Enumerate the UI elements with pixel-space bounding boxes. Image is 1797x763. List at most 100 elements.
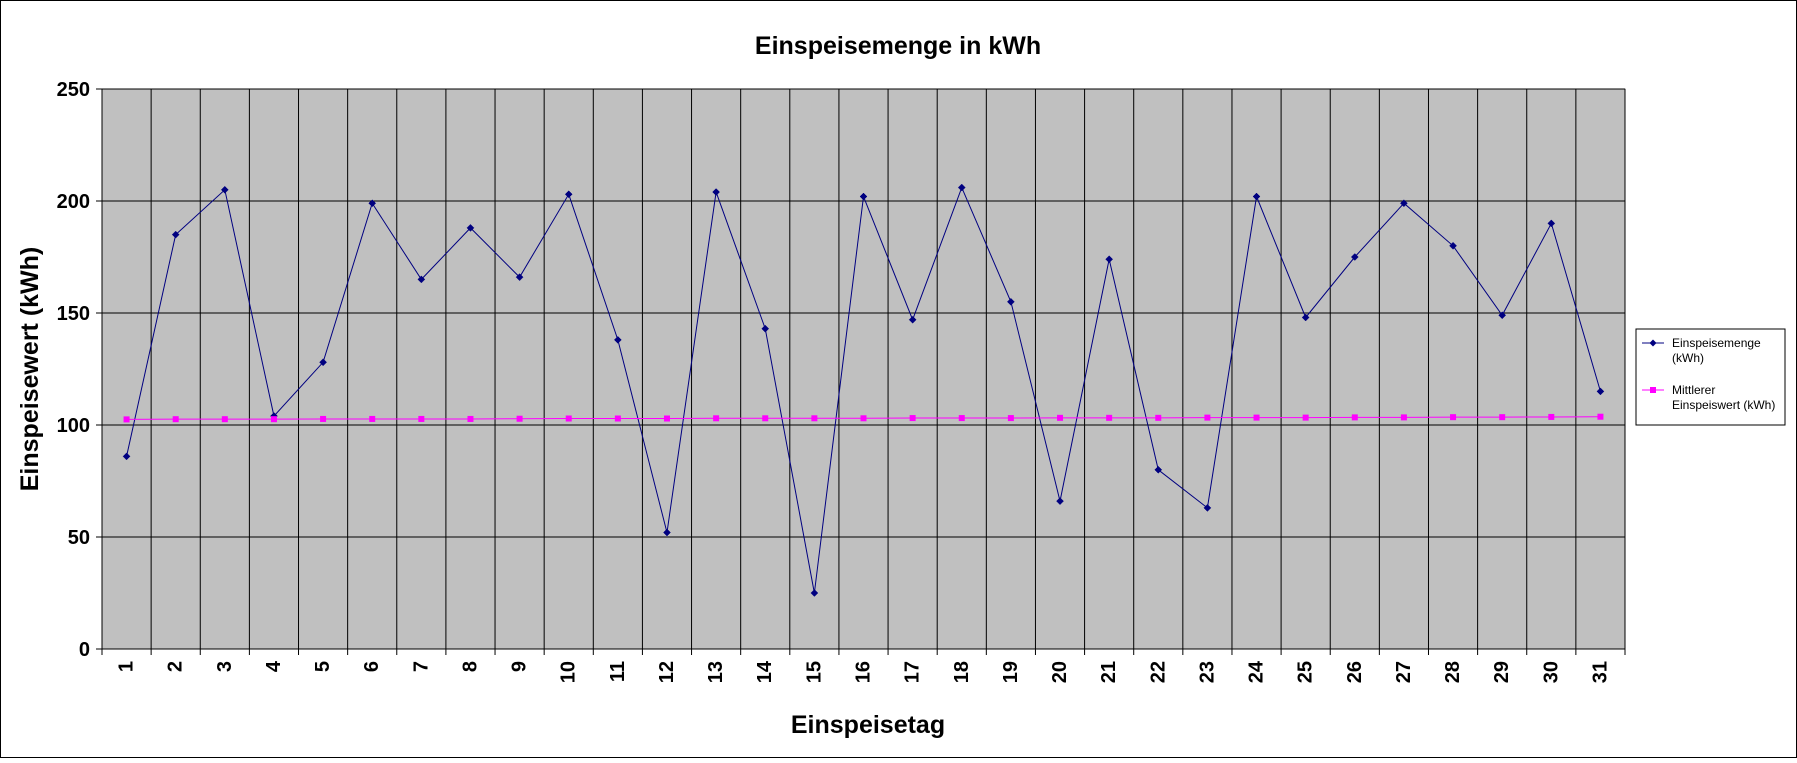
data-point [1498, 311, 1507, 320]
chart-title: Einspeisemenge in kWh [755, 32, 1041, 60]
data-point [1548, 413, 1555, 420]
legend-label: Einspeisemenge [1672, 336, 1761, 350]
x-tick-label: 11 [607, 661, 629, 682]
x-tick-label: 20 [1049, 661, 1071, 683]
data-point [1007, 297, 1015, 306]
data-point [663, 528, 671, 537]
x-tick-label: 4 [263, 660, 285, 672]
data-point [564, 190, 573, 199]
data-point [220, 185, 229, 194]
data-point [1105, 255, 1113, 264]
x-tick-label: 23 [1196, 661, 1218, 683]
x-tick-label: 16 [853, 661, 875, 683]
x-tick-label: 1 [116, 661, 138, 672]
x-tick-label: 6 [361, 661, 383, 672]
x-tick-label: 7 [410, 661, 432, 672]
legend: Einspeisemenge(kWh) MittlererEinspeiswert… [1635, 328, 1786, 426]
data-point [417, 275, 426, 284]
data-point [908, 315, 917, 324]
series-2 [123, 413, 1604, 423]
data-point [712, 188, 720, 196]
data-point [1597, 413, 1604, 420]
data-point [810, 589, 819, 597]
x-tick-label: 18 [951, 661, 973, 683]
x-tick-label: 19 [1000, 661, 1022, 683]
data-point [1253, 414, 1260, 421]
y-tick-label: 50 [68, 527, 90, 549]
series-1 [122, 183, 1605, 597]
x-tick-label: 15 [803, 661, 825, 683]
data-point [1350, 253, 1359, 261]
data-point [171, 230, 180, 239]
data-point [761, 324, 770, 333]
data-point [1007, 415, 1014, 422]
data-point [1596, 387, 1605, 396]
data-point [957, 183, 966, 192]
legend-label: Mittlerer [1672, 383, 1715, 397]
y-tick-label: 150 [57, 303, 90, 325]
plot-area [101, 88, 1626, 650]
data-point [614, 336, 622, 344]
x-tick-label: 21 [1098, 661, 1120, 683]
x-tick-label: 22 [1147, 661, 1169, 683]
data-point [663, 415, 670, 422]
data-point [172, 416, 179, 423]
data-point [614, 415, 621, 422]
data-point [1057, 414, 1064, 421]
data-point [1301, 313, 1310, 322]
y-tick-label: 250 [57, 79, 90, 101]
x-tick-label: 2 [165, 661, 187, 672]
legend-label: (kWh) [1672, 351, 1704, 365]
legend-box [1635, 328, 1786, 426]
y-tick-label: 200 [57, 191, 90, 213]
x-axis-title: Einspeisetag [791, 711, 945, 739]
data-point [320, 415, 327, 422]
x-tick-label: 14 [754, 660, 776, 683]
x-tick-label: 10 [558, 661, 580, 683]
data-point [859, 192, 868, 201]
x-tick-label: 28 [1442, 661, 1464, 683]
data-point [1154, 465, 1163, 474]
data-point [958, 415, 965, 422]
data-point [1106, 414, 1113, 421]
x-tick-label: 24 [1246, 660, 1268, 683]
x-tick-label: 30 [1540, 661, 1562, 683]
data-point [123, 416, 130, 423]
data-point [565, 415, 572, 422]
data-point [1547, 219, 1556, 228]
data-point [1450, 414, 1457, 421]
data-point [762, 415, 769, 422]
data-point [1204, 414, 1211, 421]
data-point [466, 224, 475, 232]
x-tick-label: 29 [1491, 661, 1513, 683]
axes [101, 89, 1625, 650]
x-tick-label: 13 [705, 661, 727, 683]
data-point [418, 415, 425, 422]
x-axis-ticks: 1 2 3 4 5 6 7 8 9 10 11 12 13 14 15 16 17 18 19 20 21 22 23 24 2… [101, 649, 1626, 683]
data-point [221, 416, 228, 423]
data-point [1302, 414, 1309, 421]
data-point [516, 415, 523, 422]
x-tick-label: 31 [1589, 661, 1611, 683]
data-point [713, 415, 720, 422]
data-point [467, 415, 474, 422]
data-point [1400, 199, 1408, 208]
data-point [1400, 414, 1407, 421]
data-point [270, 416, 277, 423]
x-tick-label: 27 [1393, 661, 1415, 683]
data-point [369, 415, 376, 422]
x-tick-label: 25 [1295, 661, 1317, 683]
gridlines [102, 88, 1626, 649]
x-tick-label: 9 [509, 661, 531, 672]
x-tick-label: 3 [214, 661, 236, 672]
x-tick-label: 8 [459, 661, 481, 672]
x-tick-label: 12 [656, 661, 678, 683]
data-point [1155, 414, 1162, 421]
data-point [515, 273, 524, 282]
data-point [368, 199, 377, 208]
data-point [811, 415, 818, 422]
data-point [1203, 504, 1212, 512]
